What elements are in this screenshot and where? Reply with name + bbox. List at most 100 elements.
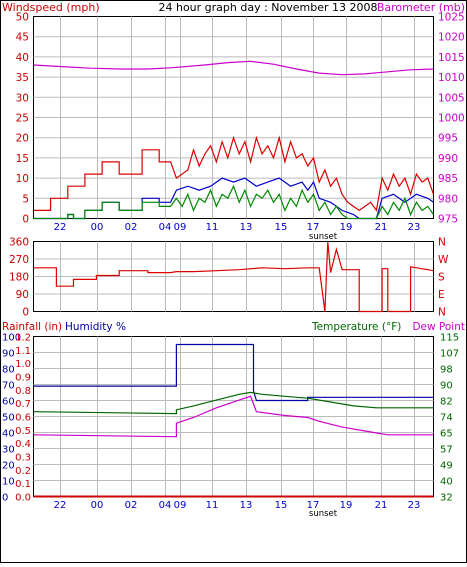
humidity-y-tick-label: 50 [2, 413, 15, 424]
temperature-y-tick-label: 65 [440, 429, 453, 440]
direction-compass-label: E [438, 289, 445, 301]
sunset-marker-label: sunset [309, 232, 338, 242]
barometer-y-tick-label: 975 [438, 214, 458, 226]
x-tick-label: 23 [408, 222, 421, 233]
rainfall-y-tick-label: 0.6 [15, 413, 31, 424]
humidity-y-tick-label: 60 [2, 397, 15, 408]
x-tick-label: 11 [206, 222, 219, 233]
barometer-y-tick-label: 995 [438, 133, 458, 145]
temperature-y-tick-label: 107 [440, 349, 459, 360]
rainfall-legend-label: Rainfall (in) [2, 321, 62, 333]
barometer-line [33, 60, 434, 76]
temperature-y-tick-label: 32 [440, 493, 453, 504]
temperature-y-tick-label: 57 [440, 445, 453, 456]
x-tick-label: 13 [240, 222, 253, 233]
rainfall-y-tick-label: 0.0 [15, 493, 31, 504]
rainfall-y-tick-label: 1.2 [15, 333, 31, 344]
direction-compass-label: S [438, 272, 445, 284]
x-tick-label: 22 [54, 500, 67, 511]
x-tick-label: 17 [307, 222, 320, 233]
direction-y-tick-label: 360 [9, 237, 29, 249]
barometer-y-tick-label: 1020 [438, 32, 465, 44]
series-layer [33, 60, 435, 498]
x-tick-label: 19 [340, 500, 353, 511]
x-tick-label: 11 [206, 500, 219, 511]
x-tick-label: 09 [174, 500, 187, 511]
barometer-y-tick-label: 1015 [438, 52, 465, 64]
humidity-legend-label: Humidity % [65, 321, 126, 333]
humidity-y-tick-label: 90 [2, 349, 15, 360]
temperature-y-tick-label: 49 [440, 461, 453, 472]
wind-y-tick-label: 15 [16, 153, 29, 165]
humidity-y-tick-label: 20 [2, 461, 15, 472]
dew-point-legend-label: Dew Point [412, 321, 465, 333]
wind-direction-line [33, 241, 434, 313]
temperature-y-tick-label: 40 [440, 477, 453, 488]
direction-compass-label: N [438, 307, 446, 319]
rainfall-y-tick-label: 0.8 [15, 386, 31, 397]
wind-y-tick-label: 5 [22, 193, 29, 205]
wind-y-tick-label: 10 [16, 173, 29, 185]
wind-y-tick-label: 35 [16, 72, 29, 84]
rainfall-y-tick-label: 1.0 [15, 359, 31, 370]
temperature-y-tick-label: 98 [440, 365, 453, 376]
x-tick-label: 22 [54, 222, 67, 233]
barometer-y-tick-label: 1010 [438, 72, 465, 84]
x-tick-label: 13 [240, 500, 253, 511]
direction-compass-label: N [438, 237, 446, 249]
direction-y-tick-label: 180 [9, 272, 29, 284]
x-tick-label: 00 [91, 500, 104, 511]
x-tick-label: 02 [125, 222, 138, 233]
rainfall-y-tick-label: 0.1 [15, 479, 31, 490]
x-tick-label: 23 [408, 500, 421, 511]
rainfall-y-tick-label: 0.4 [15, 439, 31, 450]
rainfall-y-tick-label: 0.3 [15, 453, 31, 464]
x-tick-label: 19 [340, 222, 353, 233]
x-tick-label: 15 [275, 222, 288, 233]
windspeed-axis-label: Windspeed (mph) [2, 1, 100, 14]
direction-y-tick-label: 90 [16, 289, 29, 301]
sunset-marker-label: sunset [309, 509, 338, 519]
humidity-y-tick-label: 10 [2, 477, 15, 488]
humidity-y-tick-label: 30 [2, 445, 15, 456]
wind-y-tick-label: 40 [16, 52, 29, 64]
temperature-legend-label: Temperature (°F) [311, 321, 401, 333]
direction-y-tick-label: 0 [22, 307, 29, 319]
temperature-line [33, 391, 434, 415]
humidity-y-tick-label: 80 [2, 365, 15, 376]
wind-y-tick-label: 50 [16, 12, 29, 24]
chart-title: 24 hour graph day : November 13 2008 [158, 1, 377, 14]
rainfall-y-tick-label: 0.2 [15, 466, 31, 477]
wind-y-tick-label: 20 [16, 133, 29, 145]
x-tick-label: 17 [307, 500, 320, 511]
direction-y-tick-label: 270 [9, 254, 29, 266]
rainfall-y-tick-label: 1.1 [15, 346, 31, 357]
barometer-axis-label: Barometer (mb) [377, 1, 465, 14]
x-tick-label: 21 [375, 222, 388, 233]
temperature-y-tick-label: 115 [440, 333, 459, 344]
humidity-y-tick-label: 40 [2, 429, 15, 440]
x-tick-label: 15 [275, 500, 288, 511]
humidity-y-tick-label: 70 [2, 381, 15, 392]
humidity-y-tick-label: 100 [2, 333, 21, 344]
rainfall-y-tick-label: 0.9 [15, 373, 31, 384]
wind-y-tick-label: 0 [22, 214, 29, 226]
wind-y-tick-label: 30 [16, 92, 29, 104]
humidity-y-tick-label: 0 [2, 493, 8, 504]
rainfall-y-tick-label: 0.5 [15, 426, 31, 437]
barometer-y-tick-label: 980 [438, 193, 458, 205]
barometer-y-tick-label: 990 [438, 153, 458, 165]
x-tick-label: 21 [375, 500, 388, 511]
temperature-y-tick-label: 82 [440, 397, 453, 408]
temperature-y-tick-label: 90 [440, 381, 453, 392]
barometer-y-tick-label: 985 [438, 173, 458, 185]
barometer-y-tick-label: 1005 [438, 92, 465, 104]
dew-point-line [33, 395, 434, 438]
x-tick-label: 09 [174, 222, 187, 233]
wind-green-line [33, 184, 434, 220]
wind-y-tick-label: 25 [16, 113, 29, 125]
